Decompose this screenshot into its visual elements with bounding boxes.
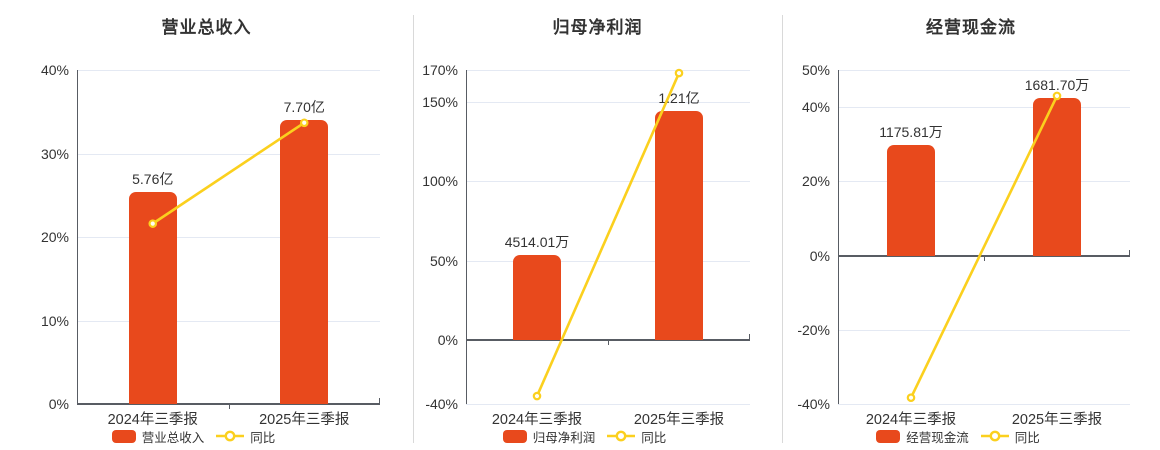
plot-area: 5.76亿 2024年三季报 7.70亿 2025年三季报 (77, 70, 380, 428)
bar-value-label: 5.76亿 (132, 170, 174, 187)
legend-label: 同比 (641, 430, 667, 445)
panel-divider (413, 15, 414, 443)
bar-2025年三季报[interactable] (655, 110, 703, 341)
y-axis-tick-label: -40% (425, 396, 458, 412)
gridline (838, 107, 1130, 109)
bar-2025年三季报[interactable] (280, 120, 329, 404)
bar-series-swatch-icon (502, 429, 527, 443)
yoy-data-point[interactable] (1052, 91, 1062, 101)
legend-label: 同比 (1014, 430, 1040, 445)
bar-value-label: 1681.70万 (1024, 76, 1090, 93)
yoy-data-point[interactable] (532, 391, 542, 401)
gridline (77, 70, 380, 71)
gridline (838, 329, 1130, 331)
x-category-label: 2025年三季报 (259, 412, 350, 428)
legend: 归母净利润 同比 (400, 427, 769, 445)
legend: 营业总收入 同比 (0, 427, 400, 445)
legend-item-yoy-line[interactable]: 同比 (607, 427, 666, 446)
y-axis-tick-label: 30% (40, 145, 69, 162)
plot-area: 4514.01万 2024年三季报 1.21亿 2025年三季报 (466, 68, 750, 428)
gridline (466, 181, 750, 183)
x-axis-end-tick (749, 334, 750, 341)
y-axis-tick-label: 0% (48, 396, 69, 412)
gridline (77, 320, 380, 322)
x-axis-tick (984, 255, 985, 261)
chart-title: 营业总收入 (161, 18, 252, 37)
y-axis-tick-label: -40% (797, 396, 830, 412)
x-axis-tick (228, 404, 230, 409)
bar-2025年三季报[interactable] (1033, 97, 1081, 256)
y-axis-tick-label: 100% (422, 173, 458, 190)
legend-label: 经营现金流 (906, 430, 969, 445)
yoy-trend-line (906, 91, 1062, 402)
bar-value-label: 1175.81万 (879, 124, 943, 141)
gridline (838, 70, 1130, 71)
yoy-data-point[interactable] (148, 219, 158, 228)
plot-area: 1175.81万 2024年三季报 1681.70万 2025年三季报 (838, 70, 1130, 428)
gridline (77, 237, 380, 238)
gridline (466, 70, 750, 71)
bar-value-label: 7.70亿 (283, 99, 325, 116)
panel-divider (782, 15, 783, 443)
bar-value-label: 4514.01万 (504, 233, 570, 250)
yoy-trend-line (532, 68, 684, 401)
gridline (466, 101, 750, 103)
bar-2024年三季报[interactable] (887, 145, 935, 256)
x-category-label: 2024年三季报 (491, 412, 583, 428)
y-axis-tick-label: 20% (801, 173, 830, 190)
legend-label: 同比 (250, 430, 276, 445)
x-category-label: 2024年三季报 (865, 412, 957, 428)
line-series-swatch-icon (980, 430, 1009, 442)
legend-item-bar-series[interactable]: 营业总收入 (111, 427, 205, 446)
y-axis-line (77, 70, 78, 404)
y-axis-tick-label: 0% (437, 332, 458, 349)
x-category-label: 2025年三季报 (633, 412, 725, 428)
bar-series-swatch-icon (111, 429, 136, 443)
legend-item-yoy-line[interactable]: 同比 (980, 427, 1040, 446)
yoy-trend-line (148, 118, 309, 228)
y-axis-tick-label: 50% (801, 62, 830, 78)
yoy-data-point[interactable] (906, 393, 916, 402)
legend-label: 营业总收入 (141, 430, 205, 445)
legend-item-bar-series[interactable]: 归母净利润 (502, 427, 596, 446)
y-axis-tick-label: 50% (429, 252, 458, 269)
legend-item-bar-series[interactable]: 经营现金流 (876, 427, 969, 446)
y-axis-tick-label: 20% (40, 229, 69, 245)
bar-series-swatch-icon (876, 429, 901, 443)
y-axis-tick-label: 40% (40, 62, 69, 78)
legend-label: 归母净利润 (532, 430, 596, 445)
chart-panel-revenue: 营业总收入 5.76亿 2024年三季报 7.70亿 2025年三季报 营业总收入 同… (0, 0, 413, 450)
gridline (466, 260, 750, 262)
gridline (838, 181, 1130, 183)
y-axis-tick-label: -20% (797, 321, 830, 338)
yoy-data-point[interactable] (299, 118, 309, 128)
x-axis-end-tick (379, 398, 380, 404)
chart-title: 归母净利润 (552, 18, 643, 37)
chart-panel-net-profit: 归母净利润 4514.01万 2024年三季报 1.21亿 2025年三季报 归母净利… (413, 0, 782, 450)
y-axis-tick-label: 150% (422, 93, 458, 110)
y-axis-line (466, 70, 467, 404)
y-axis-tick-label: 170% (422, 62, 458, 78)
yoy-data-point[interactable] (674, 68, 684, 78)
x-category-label: 2025年三季报 (1011, 412, 1103, 428)
y-axis-tick-label: 10% (40, 312, 69, 329)
x-axis-tick (608, 340, 609, 346)
x-axis-end-tick (1129, 249, 1130, 256)
x-category-label: 2024年三季报 (107, 412, 198, 428)
line-series-swatch-icon (216, 430, 245, 442)
y-axis-line (838, 70, 839, 404)
line-series-swatch-icon (607, 430, 636, 442)
legend-item-yoy-line[interactable]: 同比 (216, 427, 275, 446)
y-axis-tick-label: 40% (801, 99, 830, 116)
chart-title: 经营现金流 (926, 18, 1016, 37)
bar-2024年三季报[interactable] (513, 254, 561, 341)
gridline (466, 404, 750, 405)
gridline (77, 153, 380, 155)
legend: 经营现金流 同比 (769, 427, 1147, 445)
chart-panel-cash-flow: 经营现金流 1175.81万 2024年三季报 1681.70万 2025年三季报 经… (782, 0, 1160, 450)
y-axis-tick-label: 0% (809, 247, 830, 264)
gridline (838, 404, 1130, 405)
